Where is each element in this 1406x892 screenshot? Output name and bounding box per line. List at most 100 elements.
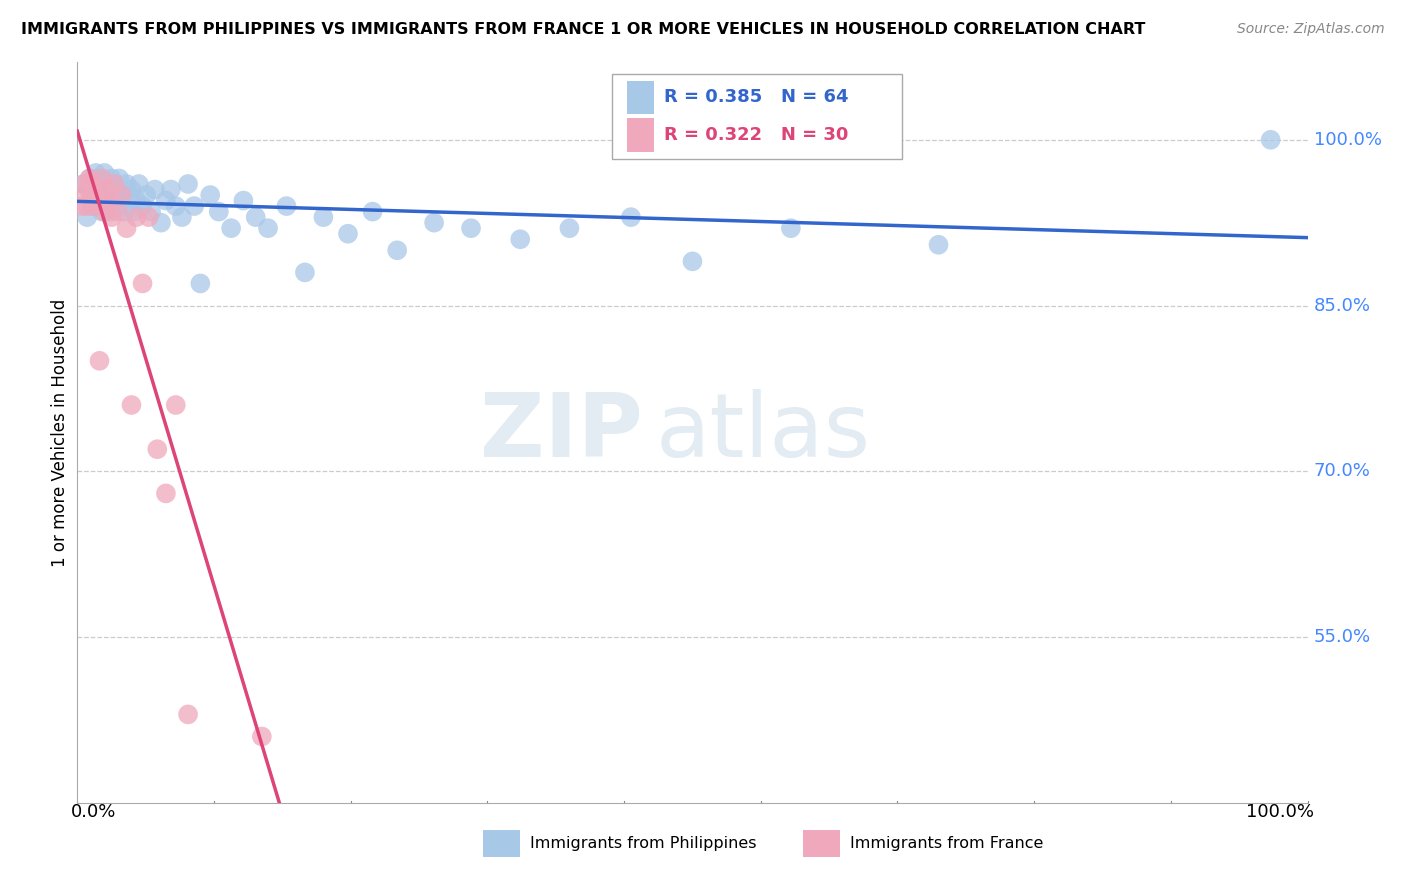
Point — [121, 182, 143, 196]
Point — [460, 221, 482, 235]
Point — [98, 194, 121, 208]
Point — [76, 199, 98, 213]
Point — [101, 171, 124, 186]
Point — [72, 177, 94, 191]
Point — [111, 188, 132, 202]
Point — [208, 204, 231, 219]
Point — [118, 188, 141, 202]
Point — [337, 227, 360, 241]
Point — [89, 194, 111, 208]
Text: Immigrants from Philippines: Immigrants from Philippines — [530, 836, 756, 851]
Point — [121, 398, 143, 412]
Text: 100.0%: 100.0% — [1246, 803, 1313, 821]
Point — [75, 188, 97, 202]
Point — [77, 182, 100, 196]
Point — [558, 221, 581, 235]
Point — [103, 177, 125, 191]
Text: Source: ZipAtlas.com: Source: ZipAtlas.com — [1237, 22, 1385, 37]
Point — [98, 194, 121, 208]
Point — [122, 204, 145, 219]
Point — [165, 398, 187, 412]
Y-axis label: 1 or more Vehicles in Household: 1 or more Vehicles in Household — [51, 299, 69, 566]
FancyBboxPatch shape — [627, 81, 654, 114]
Point — [780, 221, 803, 235]
Point — [111, 188, 132, 202]
Point — [70, 199, 93, 213]
Point — [82, 182, 104, 196]
Text: 85.0%: 85.0% — [1313, 296, 1371, 315]
Point — [312, 210, 335, 224]
Text: IMMIGRANTS FROM PHILIPPINES VS IMMIGRANTS FROM FRANCE 1 OR MORE VEHICLES IN HOUS: IMMIGRANTS FROM PHILIPPINES VS IMMIGRANT… — [21, 22, 1146, 37]
Point — [250, 730, 273, 744]
Point — [97, 177, 120, 191]
Point — [76, 210, 98, 224]
Point — [150, 216, 173, 230]
Point — [1260, 133, 1282, 147]
Point — [131, 277, 153, 291]
Point — [620, 210, 643, 224]
Point — [146, 442, 169, 457]
Point — [96, 182, 118, 196]
Text: ZIP: ZIP — [481, 389, 644, 476]
Point — [112, 204, 135, 219]
Point — [125, 194, 148, 208]
Point — [141, 204, 163, 219]
Point — [89, 194, 111, 208]
Point — [93, 166, 115, 180]
Point — [183, 199, 205, 213]
FancyBboxPatch shape — [484, 830, 520, 857]
Point — [87, 171, 110, 186]
Point — [91, 182, 114, 196]
Text: atlas: atlas — [655, 389, 870, 476]
Point — [107, 204, 129, 219]
Text: 0.0%: 0.0% — [72, 803, 117, 821]
Point — [138, 210, 160, 224]
Point — [385, 244, 409, 258]
Point — [84, 166, 107, 180]
Point — [89, 353, 111, 368]
FancyBboxPatch shape — [627, 118, 654, 152]
Point — [82, 199, 104, 213]
Point — [101, 210, 124, 224]
Point — [165, 199, 187, 213]
Point — [135, 188, 157, 202]
FancyBboxPatch shape — [613, 73, 901, 159]
Point — [245, 210, 267, 224]
Point — [104, 188, 127, 202]
Point — [80, 194, 103, 208]
Text: R = 0.322   N = 30: R = 0.322 N = 30 — [664, 126, 849, 144]
Point — [232, 194, 254, 208]
Point — [143, 182, 166, 196]
Point — [160, 182, 183, 196]
Point — [100, 204, 122, 219]
Text: R = 0.385   N = 64: R = 0.385 N = 64 — [664, 88, 849, 106]
Point — [188, 277, 212, 291]
Point — [131, 199, 153, 213]
Text: Immigrants from France: Immigrants from France — [851, 836, 1043, 851]
Point — [155, 194, 177, 208]
Point — [90, 204, 114, 219]
Point — [115, 177, 138, 191]
Point — [200, 188, 222, 202]
Point — [79, 171, 101, 186]
Text: 70.0%: 70.0% — [1313, 462, 1371, 480]
Point — [90, 177, 112, 191]
Point — [107, 199, 129, 213]
Point — [101, 194, 124, 208]
Point — [93, 204, 115, 219]
Point — [155, 486, 177, 500]
Point — [128, 177, 150, 191]
Point — [509, 232, 531, 246]
FancyBboxPatch shape — [803, 830, 841, 857]
Point — [257, 221, 280, 235]
Point — [125, 210, 148, 224]
Text: 55.0%: 55.0% — [1313, 628, 1371, 646]
Point — [928, 237, 950, 252]
Text: 100.0%: 100.0% — [1313, 131, 1382, 149]
Point — [86, 182, 108, 196]
Point — [94, 199, 117, 213]
Point — [219, 221, 242, 235]
Point — [103, 177, 125, 191]
Point — [423, 216, 446, 230]
Point — [82, 177, 104, 191]
